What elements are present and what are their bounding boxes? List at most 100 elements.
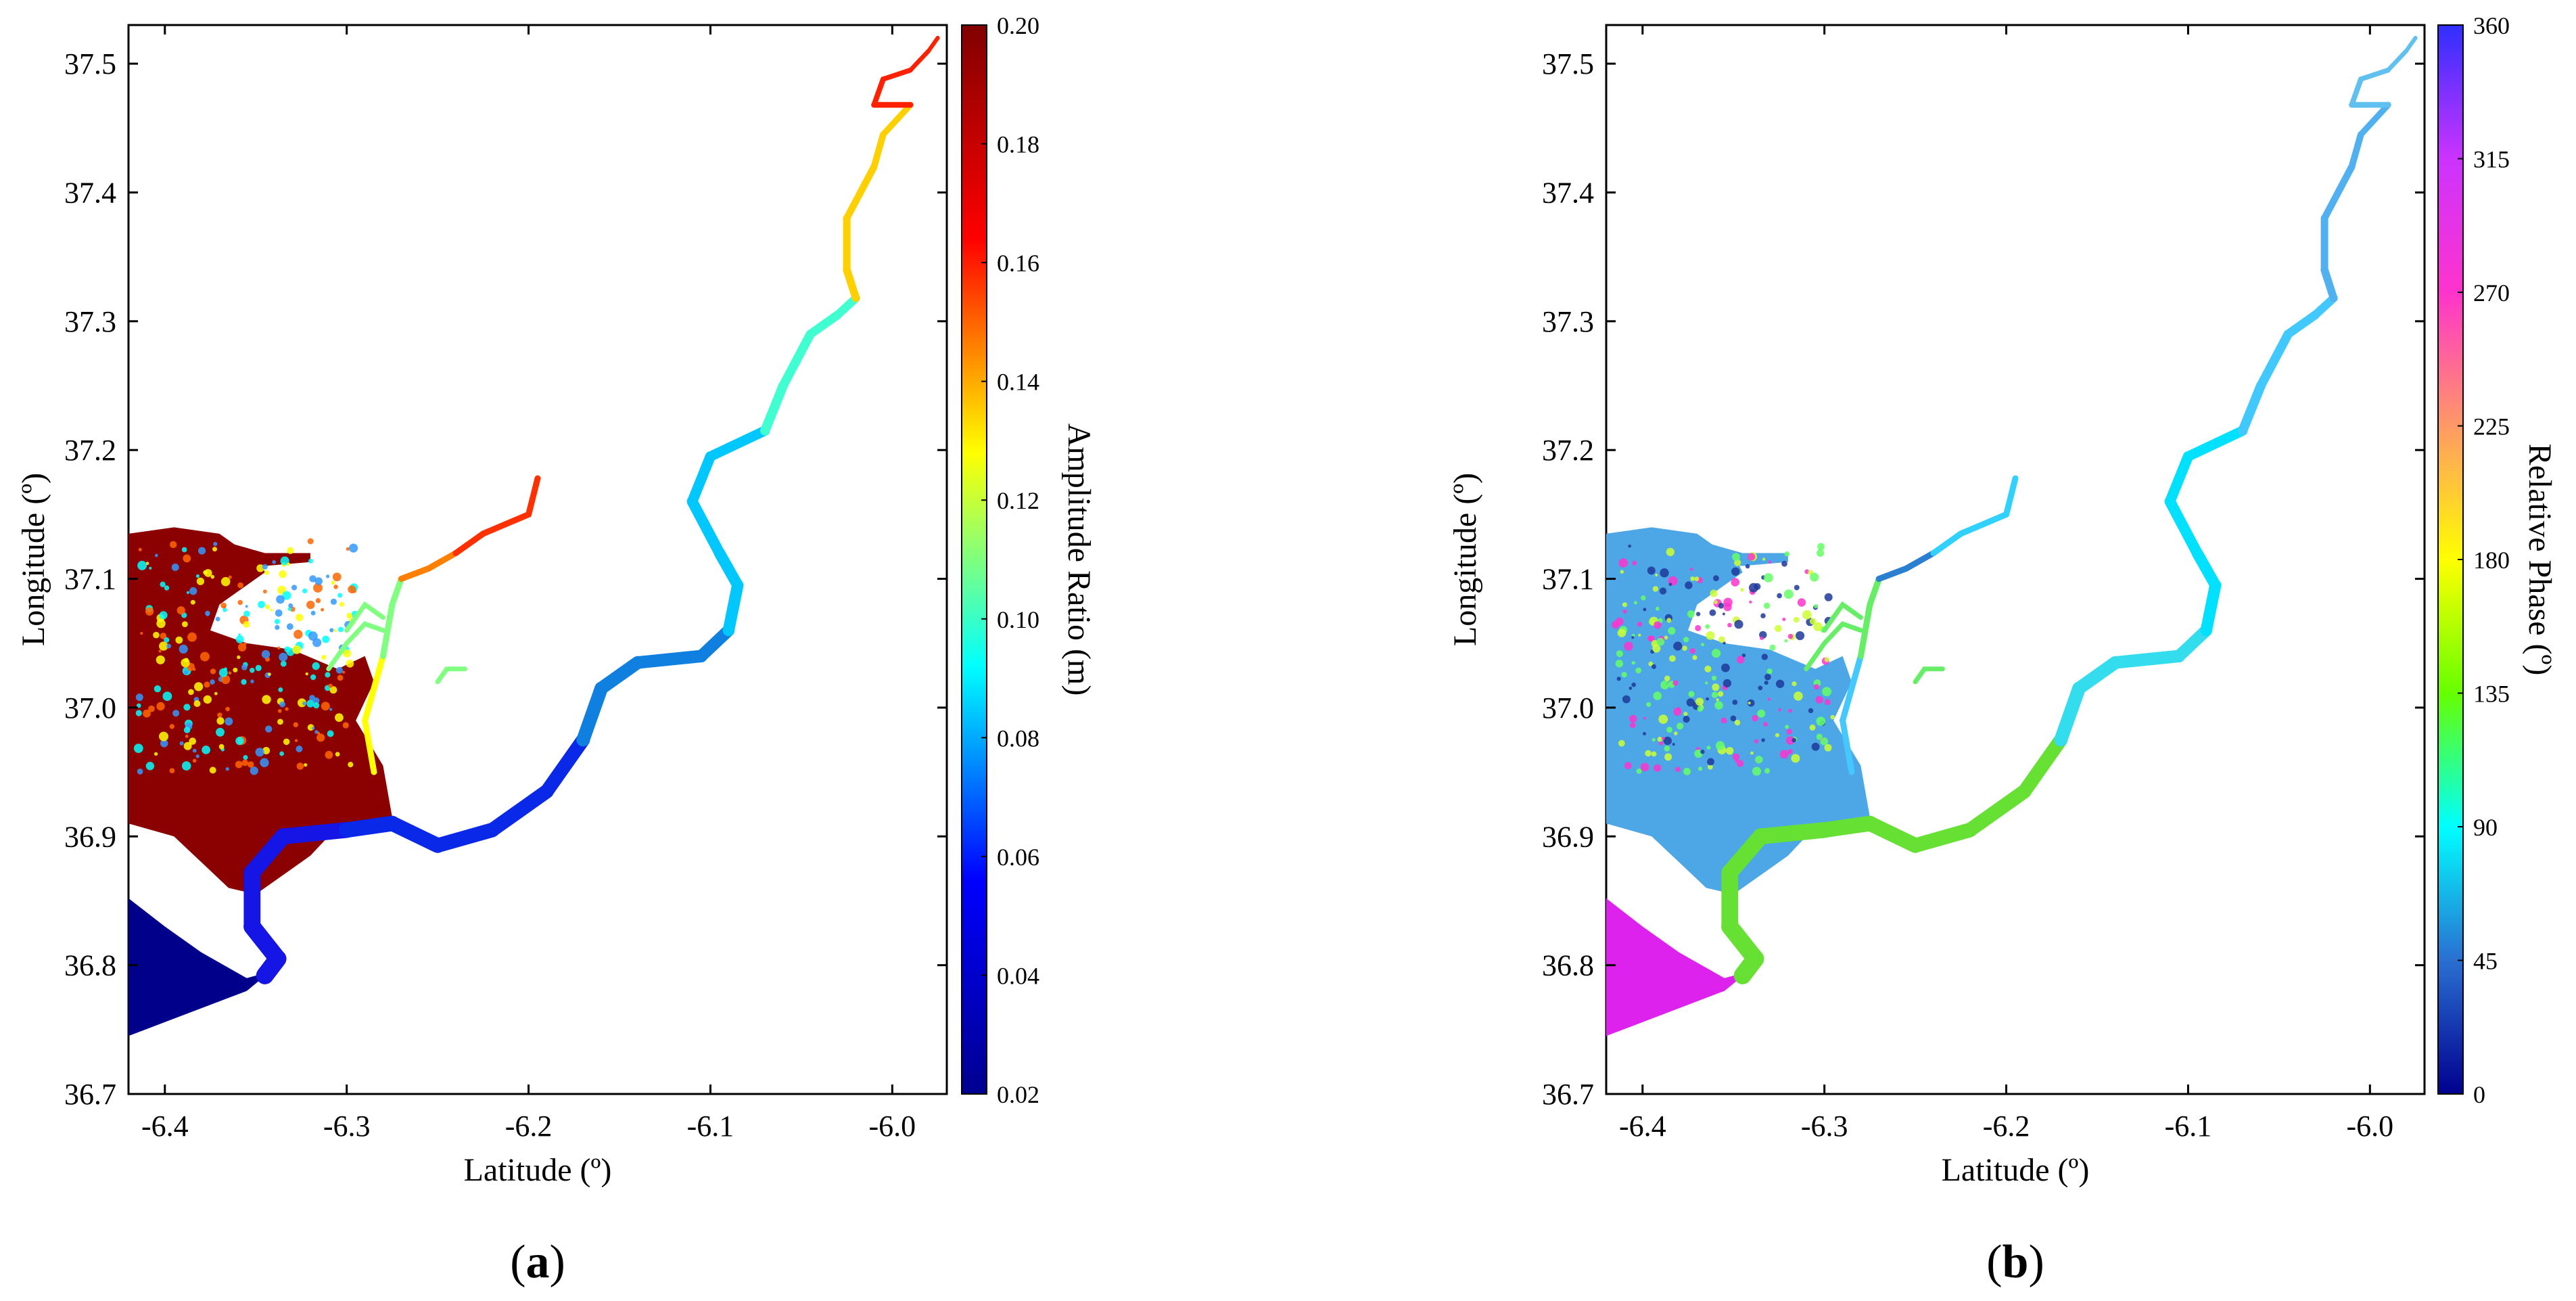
side-creek xyxy=(344,601,385,633)
river-channel-segment xyxy=(870,131,887,170)
marsh-speckle xyxy=(1620,570,1624,574)
marsh-speckle xyxy=(310,610,316,616)
marsh-speckle xyxy=(1618,558,1628,568)
marsh-speckle xyxy=(280,660,287,667)
marsh-speckle xyxy=(210,574,215,579)
marsh-speckle xyxy=(1722,612,1725,616)
river-channel-segment xyxy=(384,816,446,853)
river-channel-segment xyxy=(695,624,735,662)
marsh-speckle xyxy=(1683,767,1691,775)
marsh-speckle xyxy=(1723,641,1726,645)
river-channel-segment xyxy=(339,815,400,838)
marsh-speckle xyxy=(133,744,143,753)
marsh-speckle xyxy=(1809,724,1816,731)
marsh-speckle xyxy=(1810,572,1819,582)
marsh-speckle xyxy=(1762,557,1766,561)
marsh-speckle xyxy=(1787,633,1794,639)
marsh-speckle xyxy=(337,626,344,633)
marsh-speckle xyxy=(265,725,273,733)
marsh-speckle xyxy=(160,581,166,587)
marsh-speckle xyxy=(1697,705,1704,712)
marsh-speckle xyxy=(1766,668,1773,675)
marsh-speckle xyxy=(1732,700,1738,705)
river-channel-segment xyxy=(778,329,816,390)
marsh-speckle xyxy=(1618,739,1625,747)
marsh-speckle xyxy=(1643,716,1646,720)
marsh-speckle xyxy=(1666,727,1672,733)
marsh-speckle xyxy=(292,645,302,654)
y-tick-label: 36.9 xyxy=(64,820,116,853)
marsh-speckle xyxy=(228,671,232,675)
marsh-speckle xyxy=(346,660,354,668)
marsh-speckle xyxy=(1677,707,1681,711)
marsh-speckle xyxy=(1660,681,1670,689)
marsh-speckle xyxy=(1764,673,1771,681)
marsh-speckle xyxy=(280,556,289,566)
marsh-speckle xyxy=(1646,702,1652,707)
marsh-speckle xyxy=(1688,691,1695,698)
marsh-speckle xyxy=(135,693,143,702)
marsh-speckle xyxy=(325,672,331,678)
marsh-speckle xyxy=(1788,708,1792,713)
marsh-speckle xyxy=(166,643,172,649)
river-channel-segment xyxy=(2311,294,2338,319)
marsh-speckle xyxy=(278,687,283,692)
marsh-speckle xyxy=(1749,600,1752,603)
river-channel-segment xyxy=(2173,624,2213,662)
marsh-speckle xyxy=(1697,767,1703,771)
marsh-speckle xyxy=(287,607,292,612)
river-channel-segment xyxy=(540,733,590,798)
marsh-speckle xyxy=(198,547,206,555)
x-tick-label: -6.0 xyxy=(869,1110,916,1143)
marsh-speckle xyxy=(1629,714,1637,723)
marsh-speckle xyxy=(1695,624,1702,631)
marsh-speckle xyxy=(243,621,250,628)
marsh-speckle xyxy=(1655,573,1658,577)
colorbar-tick-label: 0.16 xyxy=(997,250,1039,277)
marsh-speckle xyxy=(243,610,250,617)
marsh-speckle xyxy=(1820,737,1829,746)
river-channel-segment xyxy=(881,67,913,82)
marsh-speckle xyxy=(1622,609,1627,614)
marsh-speckle xyxy=(145,607,154,616)
marsh-speckle xyxy=(1737,656,1745,664)
marsh-speckle xyxy=(216,727,225,737)
marsh-speckle xyxy=(179,741,184,746)
marsh-speckle xyxy=(145,762,155,771)
branch-channel-segment xyxy=(1840,653,1864,724)
colorbar-tick-label: 0.08 xyxy=(997,725,1039,752)
estuary-map xyxy=(128,36,940,1036)
y-tick-label: 37.2 xyxy=(64,434,116,467)
marsh-speckle xyxy=(1640,762,1649,772)
river-channel-segment xyxy=(880,101,914,138)
marsh-speckle xyxy=(304,763,308,767)
marsh-speckle xyxy=(1694,576,1700,582)
marsh-speckle xyxy=(220,675,231,685)
marsh-speckle xyxy=(1712,649,1721,658)
marsh-speckle xyxy=(1754,739,1759,744)
marsh-speckle xyxy=(238,633,241,637)
marsh-speckle xyxy=(135,710,142,716)
river-channel-segment xyxy=(2017,733,2068,798)
x-tick-label: -6.4 xyxy=(1619,1110,1666,1143)
marsh-speckle xyxy=(1687,610,1695,618)
marsh-speckle xyxy=(294,629,303,639)
marsh-speckle xyxy=(1704,665,1712,672)
panel-b: -6.4 -6.3 -6.2 -6.1 -6.0 36.7 36.8 36.9 37.0 37.… xyxy=(1447,12,2558,1288)
marsh-speckle xyxy=(1784,639,1788,643)
marsh-speckle xyxy=(188,689,194,695)
marsh-speckle xyxy=(1794,691,1803,701)
marsh-speckle xyxy=(313,702,320,709)
marsh-speckle xyxy=(1816,716,1826,726)
colorbar-tick-label: 0.12 xyxy=(997,487,1039,514)
branch-channel-segment xyxy=(362,717,377,775)
marsh-speckle xyxy=(1672,680,1679,686)
river-channel-segment xyxy=(843,265,860,302)
marsh-speckle xyxy=(348,762,354,768)
marsh-speckle xyxy=(1658,714,1668,724)
marsh-speckle xyxy=(1664,675,1670,682)
x-axis-ticks: -6.4 -6.3 -6.2 -6.1 -6.0 xyxy=(141,25,916,1143)
y-tick-label: 37.0 xyxy=(64,691,116,725)
marsh-speckle xyxy=(296,614,304,622)
river-channel-segment xyxy=(2256,329,2293,390)
